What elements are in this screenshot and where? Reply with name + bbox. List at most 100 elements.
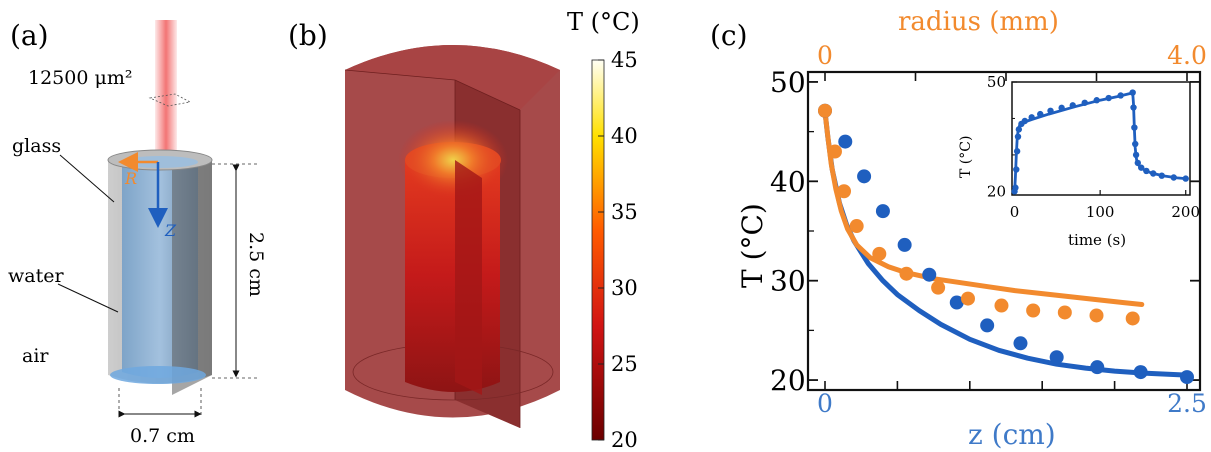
radius-data-point [1026, 303, 1041, 318]
inset-x-tick-label: 100 [1086, 203, 1115, 221]
inset-x-label: time (s) [1068, 231, 1126, 249]
z-data-point [897, 237, 912, 252]
inset-data-point [1129, 89, 1136, 96]
cylinder-top [345, 45, 560, 110]
laser-beam [155, 20, 177, 170]
inset-data-point [1081, 99, 1088, 106]
inset-data-point [1012, 184, 1019, 191]
z-data-point [875, 204, 890, 219]
inset-data-point [1058, 104, 1065, 112]
air-label: air [22, 345, 49, 367]
y-tick-label: 30 [770, 265, 806, 298]
inset-data-point [1158, 172, 1165, 179]
bottom-tick-label: 2.5 [1167, 389, 1207, 418]
z-data-point [1049, 350, 1064, 365]
radius-data-point [849, 219, 864, 234]
inset-y-tick-label: 20 [987, 182, 1006, 200]
inset-y-label: T (°C) [958, 136, 974, 178]
y-tick-label: 40 [770, 165, 806, 198]
radius-data-point [1125, 311, 1140, 326]
bottom-tick-label: 0 [817, 389, 833, 418]
colorbar-tick-label: 20 [611, 428, 638, 452]
inset-x-tick-label: 200 [1171, 203, 1200, 221]
y-axis-label: T (°C) [736, 203, 769, 288]
colorbar-tick-label: 40 [611, 124, 638, 148]
z-data-point [949, 295, 964, 310]
radius-data-point [872, 246, 887, 261]
colorbar-tick-label: 45 [611, 48, 638, 72]
inset-data-point [1170, 174, 1177, 181]
y-tick-label: 50 [770, 66, 806, 99]
water-label: water [8, 265, 64, 287]
top-axis-label: radius (mm) [898, 7, 1059, 37]
edge-line [454, 79, 521, 111]
inset-y-tick-label: 50 [987, 73, 1006, 91]
panel-c-label: (c) [710, 19, 748, 52]
inset-data-point [1117, 92, 1124, 99]
inset-data-point [1150, 170, 1157, 177]
glass-label: glass [12, 135, 61, 157]
edge-line [344, 69, 456, 81]
inset-data-point [1105, 94, 1112, 102]
water-top [122, 156, 198, 168]
z-data-point [980, 318, 995, 333]
panel-a-label: (a) [10, 19, 49, 52]
inset-axes: 0 100 200 50 20 [987, 73, 1200, 221]
top-tick-label: 4.0 [1167, 41, 1207, 70]
colorbar-tick-label: 25 [611, 352, 638, 376]
inset-data-point [1015, 126, 1023, 133]
inset-series [1011, 89, 1189, 195]
colorbar [591, 59, 605, 441]
inset-data-point [1093, 97, 1100, 104]
colorbar-ticks: 45 40 35 30 25 20 [598, 48, 638, 452]
radius-data-point [960, 291, 975, 306]
inset-data-point [1130, 104, 1137, 111]
z-data-point [1090, 360, 1105, 375]
inset-x-tick-label: 0 [1010, 203, 1020, 221]
z-data-point [1133, 365, 1148, 380]
z-data-point [1180, 370, 1194, 385]
inset-data-point [1037, 110, 1044, 118]
colorbar-title: T (°C) [567, 8, 640, 36]
height-label: 2.5 cm [245, 232, 267, 297]
panel-a: (a) 12500 μm² R Z glass water air 2.5 cm… [8, 19, 267, 447]
radius-data-point [1057, 305, 1072, 320]
inset-data-point [1132, 140, 1139, 148]
radius-data-point [818, 103, 832, 118]
z-data-point [838, 134, 853, 149]
inset-data-point [1013, 166, 1020, 173]
radius-data-point [1089, 308, 1104, 323]
z-axis-label: Z [164, 221, 177, 240]
radius-data-point [837, 184, 852, 199]
inset-data-point [1138, 164, 1145, 171]
bottom-axis-label: z (cm) [968, 418, 1056, 451]
radius-data-point [827, 144, 842, 159]
inset-data-point [1069, 102, 1076, 109]
colorbar-tick-label: 35 [611, 200, 638, 224]
core-cut-face [455, 160, 482, 395]
main-series [818, 103, 1194, 385]
inset-data-point [1028, 114, 1035, 121]
y-tick-label: 20 [770, 364, 806, 397]
inset-data-point [1131, 124, 1138, 131]
tube-bottom [110, 366, 206, 384]
top-tick-label: 0 [817, 41, 833, 70]
hot-spot [398, 120, 508, 200]
z-data-point [1013, 336, 1028, 351]
panel-b-label: (b) [288, 19, 328, 52]
inset-data-point [1143, 167, 1150, 175]
inset-data-point [1013, 148, 1021, 155]
beam-spot [148, 93, 192, 107]
beam-area-label: 12500 μm² [28, 67, 132, 89]
inset-data-point [1021, 117, 1029, 125]
inset-data-point [1047, 107, 1054, 114]
glass-leader [59, 154, 115, 203]
radius-data-point [994, 298, 1009, 313]
water-leader [57, 283, 119, 313]
z-data-point [922, 267, 937, 282]
r-axis-label: R [124, 169, 137, 188]
inset-data-point [1182, 175, 1189, 182]
radius-data-point [899, 266, 914, 281]
